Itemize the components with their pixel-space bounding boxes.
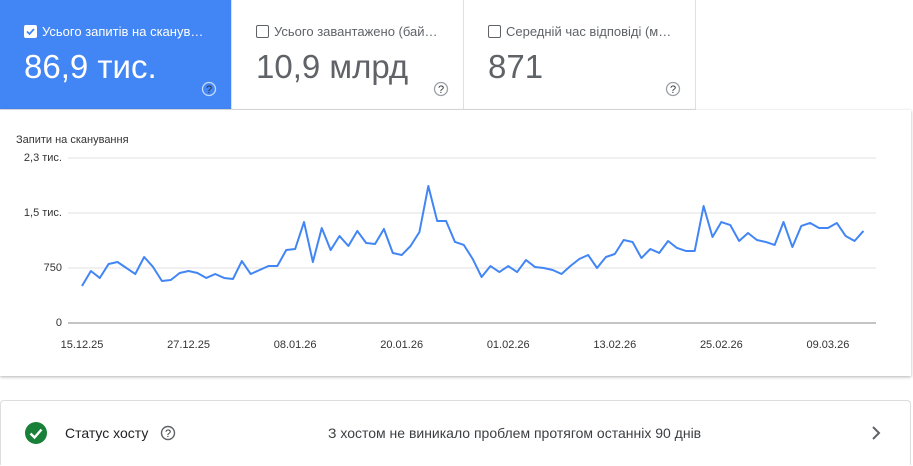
help-circle [201, 81, 217, 97]
metric-card[interactable]: Середній час відповіді (м… 871? [464, 0, 696, 110]
ok-check [29, 428, 43, 440]
metric-card[interactable]: Усього завантажено (бай… 10,9 млрд? [232, 0, 464, 110]
x-tick-label: 27.12.25 [167, 339, 210, 351]
metric-title: Усього запитів на сканув… [24, 24, 203, 39]
chart-card: Запити на сканування 0 750 1,5 тис. 2,3 тис… [0, 110, 911, 376]
checkbox[interactable] [24, 25, 37, 38]
metric-title: Середній час відповіді (м… [488, 24, 671, 39]
chart-title: Запити на сканування [16, 134, 129, 146]
x-tick-label: 09.03.26 [807, 339, 850, 351]
help-icon[interactable]: ? [201, 81, 217, 97]
data-line [81, 185, 865, 287]
metric-title: Усього завантажено (бай… [256, 24, 438, 39]
help-circle [665, 81, 681, 97]
help-icon[interactable]: ? [433, 81, 449, 97]
x-tick-label: 15.12.25 [61, 339, 104, 351]
metric-value: 10,9 млрд [256, 48, 409, 85]
y-tick-label: 2,3 тис. [24, 152, 62, 164]
chevron[interactable] [872, 426, 881, 440]
host-status-label: Статус хосту [65, 425, 149, 441]
x-tick-label: 25.02.26 [700, 339, 743, 351]
x-tick-label: 20.01.26 [380, 339, 423, 351]
host-icons: ? [25, 422, 881, 444]
checkbox[interactable] [256, 25, 269, 38]
x-tick-label: 13.02.26 [593, 339, 636, 351]
help-icon[interactable] [160, 425, 176, 441]
checkmark-path [26, 28, 35, 36]
chart: Запити на сканування 0 750 1,5 тис. 2,3 тис… [16, 134, 876, 351]
help-mark: ? [206, 84, 212, 96]
metric-value: 871 [488, 48, 544, 85]
checkbox[interactable] [488, 25, 501, 38]
metric-card[interactable]: Усього запитів на сканув… 86,9 тис.? [0, 0, 232, 110]
help-mark: ? [670, 84, 676, 96]
checkmark [26, 28, 35, 36]
ok-icon [25, 422, 47, 444]
y-tick-label: 1,5 тис. [24, 207, 62, 219]
x-tick-label: 08.01.26 [274, 339, 317, 351]
y-tick-label: 0 [56, 317, 62, 329]
y-tick-label: 750 [44, 262, 62, 274]
host-status[interactable]: ? Статус хосту З хостом не виникало проб… [0, 400, 911, 465]
help-mark: ? [438, 84, 444, 96]
help-mark: ? [165, 428, 171, 440]
host-status-message: З хостом не виникало проблем протягом ос… [328, 425, 702, 441]
metric-value: 86,9 тис. [24, 48, 157, 85]
help-circle [433, 81, 449, 97]
x-tick-label: 01.02.26 [487, 339, 530, 351]
help-icon[interactable]: ? [665, 81, 681, 97]
